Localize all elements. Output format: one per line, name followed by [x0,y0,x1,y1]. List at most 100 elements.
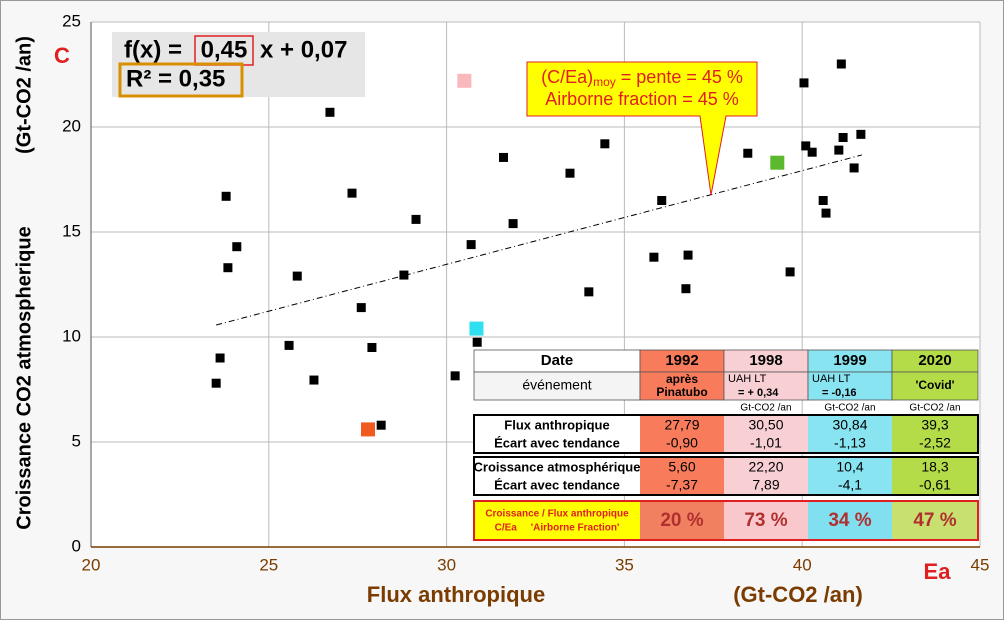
y-tick-label: 0 [72,536,81,555]
table-value: -1,13 [834,435,866,451]
data-point [821,208,831,218]
x-tick-label: 35 [615,555,634,574]
data-point [356,303,366,313]
table-event: après [666,372,698,386]
data-point [838,133,848,142]
x-tick-label: 40 [793,555,812,574]
r2-box [118,62,244,98]
data-point [309,375,319,385]
data-point [856,129,866,139]
y-tick-label: 15 [62,221,81,240]
data-point [367,343,377,352]
table-value: 5,60 [668,459,695,475]
data-point [411,214,421,224]
table-event: 'Covid' [915,378,954,392]
callout-line1: (C/Ea)moy = pente = 45 % [541,67,743,89]
table-value: 7,89 [752,477,779,493]
table-header: 1999 [833,352,866,369]
table-unit: Gt-CO2 /an [824,403,875,414]
table-cell [640,415,724,453]
data-point [818,196,828,205]
table-cell [473,371,641,401]
table-cell [808,415,892,453]
y-tick-label: 5 [72,431,81,450]
data-point [469,321,484,336]
data-point [472,337,482,347]
y-axis-title: Croissance CO2 atmospherique [13,226,35,529]
table-value: 30,84 [832,417,867,433]
data-point [743,148,753,158]
table-header: 1998 [749,352,782,369]
table-value: 10,4 [836,459,863,475]
table-header: Date [541,352,574,369]
table-cell [723,371,809,401]
table-value: 39,3 [921,417,948,433]
data-point [683,250,693,260]
data-point [223,263,233,273]
table-value: 22,20 [748,459,783,475]
table-label: Flux anthropique [504,417,609,432]
table-ratio: 73 % [744,510,787,531]
table-value: 18,3 [921,459,948,475]
table-unit: Gt-CO2 /an [740,403,791,414]
r2: R² = 0,35 [126,65,225,92]
x-tick-label: 30 [437,555,456,574]
table-label: Croissance / Flux anthropique [485,509,629,520]
table-box [473,456,979,496]
table-unit: Gt-CO2 /an [909,403,960,414]
y-tick-label: 10 [62,326,81,345]
data-point [361,422,376,437]
data-point [457,73,472,88]
table-cell [808,501,892,540]
table-event: Pinatubo [656,385,707,399]
y-tick-label: 20 [62,116,81,135]
table-value: -7,37 [666,477,698,493]
x-tick-label: 20 [82,555,101,574]
table-cell [891,371,979,401]
data-point [584,287,594,297]
data-point [834,145,844,155]
table-ratio: 20 % [660,510,703,531]
data-point [801,141,811,151]
data-point [600,139,610,149]
table-cell [724,457,808,495]
x-axis-unit: (Gt-CO2 /an) [733,582,863,607]
table-cell [640,457,724,495]
table-label: événement [522,377,591,393]
data-point [232,242,242,252]
table-cell [474,457,640,495]
table-cell [640,501,724,540]
table-label: Écart avec tendance [494,477,620,492]
data-point [211,378,221,388]
table-event: UAH LT [728,373,767,385]
y-tick-label: 25 [62,11,81,30]
data-point [657,196,667,205]
table-cell [892,457,978,495]
x-axis-title: Flux anthropique [367,582,545,607]
table-cell [892,415,978,453]
table-box [473,414,979,454]
table-value: -0,61 [919,477,951,493]
table-event: = -0,16 [822,387,857,399]
table-label: Croissance atmosphérique [474,459,641,474]
table-cell [808,457,892,495]
y-symbol: C [54,43,70,68]
table-cell [474,415,640,453]
data-point [836,59,846,69]
x-tick-label: 45 [971,555,990,574]
callout [526,61,758,196]
table-event: UAH LT [812,373,851,385]
data-point [849,163,859,173]
data-point [347,188,357,198]
data-point [565,168,575,178]
data-point [399,270,409,280]
data-point [508,219,518,229]
table-header: 1992 [665,352,698,369]
data-point [799,78,809,88]
data-point [785,267,795,277]
callout-main: (C/Ea) [541,67,593,87]
data-point [221,191,231,201]
callout-line2: Airborne fraction = 45 % [545,89,739,109]
data-point [770,155,785,170]
callout-sub: moy [593,75,616,89]
